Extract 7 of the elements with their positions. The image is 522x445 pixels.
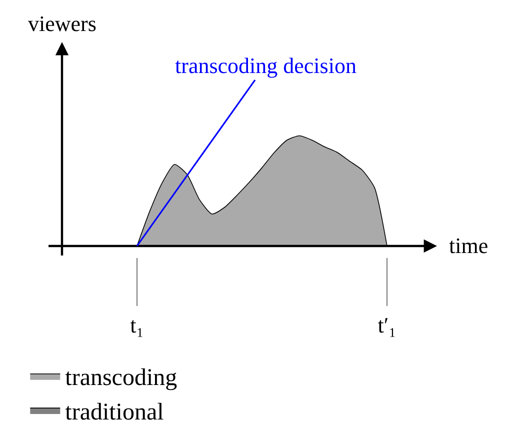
x-tick-label: t′₁ <box>378 312 396 338</box>
legend-label: traditional <box>65 399 164 426</box>
annotation: transcoding decision <box>175 53 356 78</box>
x-tick-label: t₁ <box>130 312 144 338</box>
x-axis-title: time <box>449 233 488 258</box>
y-axis-title: viewers <box>28 11 96 36</box>
legend-label: transcoding <box>65 365 178 392</box>
